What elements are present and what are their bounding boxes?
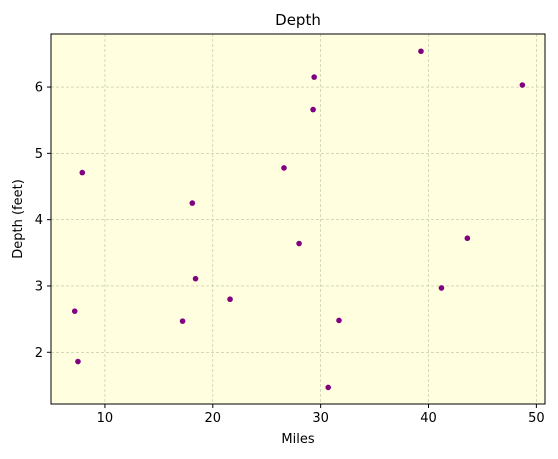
chart-title: Depth <box>275 11 321 29</box>
y-tick-label: 3 <box>35 279 43 294</box>
data-point <box>72 308 78 314</box>
x-tick-label: 30 <box>312 411 329 426</box>
x-tick-label: 40 <box>420 411 437 426</box>
x-axis-label: Miles <box>281 432 314 447</box>
data-point <box>189 200 195 206</box>
x-tick-label: 20 <box>205 411 222 426</box>
y-axis-ticks: 2 3 4 5 6 <box>35 81 51 361</box>
data-point <box>281 165 287 171</box>
data-point <box>439 285 445 291</box>
data-point <box>227 296 233 302</box>
y-tick-label: 6 <box>35 81 43 96</box>
data-point <box>180 318 186 324</box>
y-axis-label: Depth (feet) <box>11 179 26 259</box>
data-point <box>325 385 331 391</box>
data-point <box>75 359 81 365</box>
data-point <box>310 107 316 113</box>
x-axis-ticks: 10 20 30 40 50 <box>97 404 545 426</box>
y-tick-label: 4 <box>35 213 43 228</box>
data-point <box>336 318 342 324</box>
data-point <box>193 276 199 282</box>
data-point <box>465 235 471 241</box>
data-point <box>79 170 85 176</box>
y-tick-label: 2 <box>35 346 43 361</box>
data-point <box>520 82 526 88</box>
y-tick-label: 5 <box>35 147 43 162</box>
x-tick-label: 50 <box>528 411 545 426</box>
x-tick-label: 10 <box>97 411 114 426</box>
data-point <box>418 48 424 54</box>
data-point <box>296 241 302 247</box>
data-point <box>311 74 317 80</box>
plot-area <box>51 34 545 404</box>
